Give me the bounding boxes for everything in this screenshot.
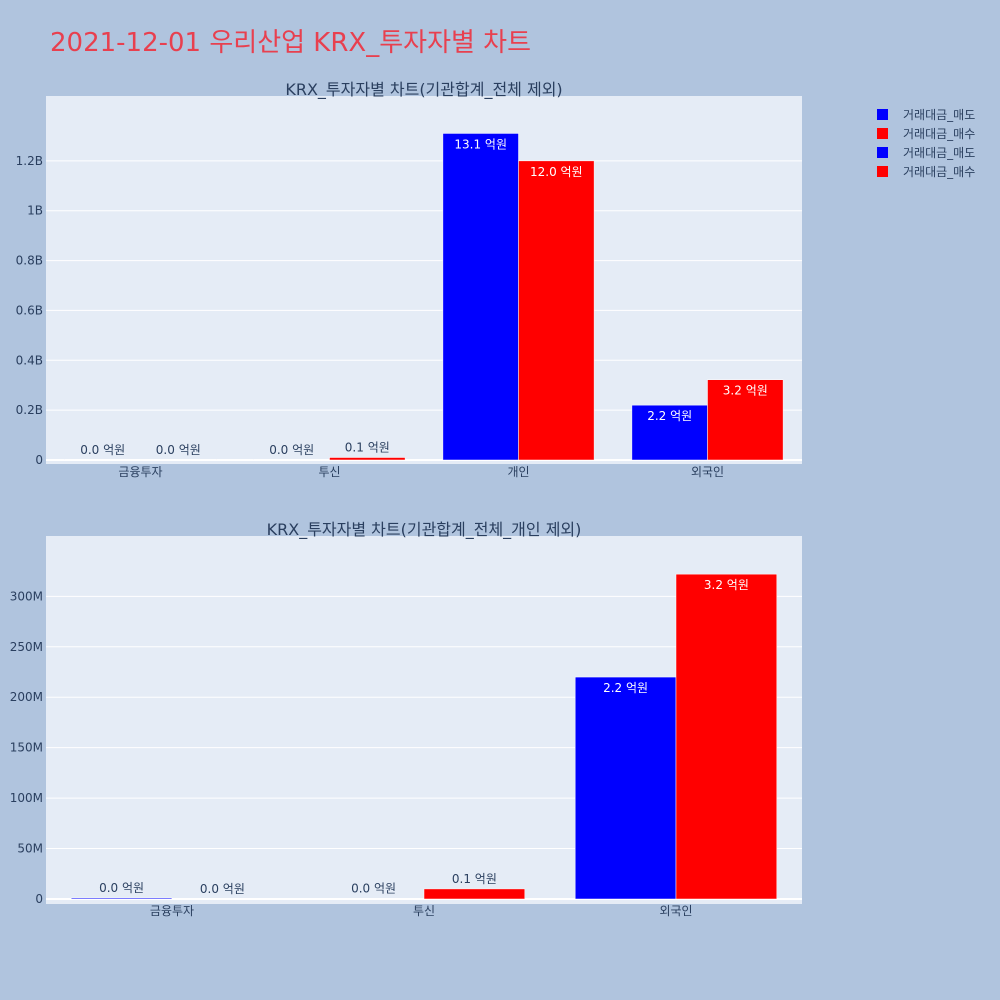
bar <box>70 897 173 900</box>
chart-1: 0 0.2B 0.4B 0.6B 0.8B 1B 1.2B KRX_투자자별 차트(기관합계_… <box>16 80 802 479</box>
legend-swatch <box>877 109 888 120</box>
bar-data-label: 0.1 억원 <box>452 872 497 886</box>
y-tick-label: 200M <box>10 690 43 704</box>
x-tick-label: 외국인 <box>691 465 724 479</box>
y-tick-label: 0.4B <box>16 353 43 367</box>
bar <box>140 459 217 461</box>
bar <box>518 160 595 461</box>
y-tick-label: 0.6B <box>16 303 43 317</box>
y-tick-label: 150M <box>10 741 43 755</box>
legend-label: 거래대금_매수 <box>903 127 975 141</box>
bar-data-label: 0.0 억원 <box>200 882 245 896</box>
x-tick-label: 외국인 <box>659 904 692 918</box>
bar <box>442 133 519 461</box>
bar-data-label: 0.0 억원 <box>99 881 144 895</box>
legend-label: 거래대금_매수 <box>903 165 975 179</box>
bar <box>171 898 274 900</box>
y-tick-label: 100M <box>10 791 43 805</box>
bar <box>707 379 784 461</box>
bar <box>675 573 778 900</box>
bar <box>64 459 141 461</box>
y-tick-label: 1B <box>27 204 43 218</box>
bar-data-label: 0.0 억원 <box>80 443 125 457</box>
legend-swatch <box>877 128 888 139</box>
bar-data-label: 2.2 억원 <box>647 409 692 423</box>
y-tick-label: 0 <box>35 892 43 906</box>
y-tick-label: 1.2B <box>16 154 43 168</box>
bar-data-label: 0.1 억원 <box>345 441 390 455</box>
legend-label: 거래대금_매도 <box>903 146 975 160</box>
y-tick-label: 50M <box>17 842 43 856</box>
bar-data-label: 0.0 억원 <box>351 882 396 896</box>
bar-data-label: 0.0 억원 <box>156 443 201 457</box>
x-tick-label: 투신 <box>318 465 340 479</box>
y-tick-label: 0.2B <box>16 403 43 417</box>
plot-area <box>46 96 802 464</box>
y-tick-label: 0 <box>35 453 43 467</box>
y-tick-label: 250M <box>10 640 43 654</box>
bar-data-label: 0.0 억원 <box>269 443 314 457</box>
bar-data-label: 2.2 억원 <box>603 681 648 695</box>
bar <box>574 676 677 900</box>
chart-title: KRX_투자자별 차트(기관합계_전체_개인 제외) <box>267 520 582 540</box>
x-tick-label: 개인 <box>507 465 529 479</box>
bar-data-label: 3.2 억원 <box>723 384 768 398</box>
bar <box>631 404 708 461</box>
y-tick-label: 300M <box>10 589 43 603</box>
bar-data-label: 12.0 억원 <box>530 165 583 179</box>
bar <box>322 898 425 900</box>
x-tick-label: 금융투자 <box>150 904 194 918</box>
legend-swatch <box>877 147 888 158</box>
bar-data-label: 13.1 억원 <box>454 137 507 151</box>
x-tick-label: 투신 <box>413 904 435 918</box>
legend-swatch <box>877 166 888 177</box>
legend-label: 거래대금_매도 <box>903 108 975 122</box>
page-title: 2021-12-01 우리산업 KRX_투자자별 차트 <box>50 28 532 58</box>
chart-2: 0 50M 100M 150M 200M 250M 300M KRX_투자자별 차트(기관합계… <box>10 520 802 918</box>
bar <box>423 888 526 900</box>
bar-data-label: 3.2 억원 <box>704 578 749 592</box>
chart-title: KRX_투자자별 차트(기관합계_전체 제외) <box>285 80 562 100</box>
bar <box>253 459 330 461</box>
y-tick-label: 0.8B <box>16 254 43 268</box>
bar <box>329 457 406 461</box>
x-tick-label: 금융투자 <box>118 465 162 479</box>
